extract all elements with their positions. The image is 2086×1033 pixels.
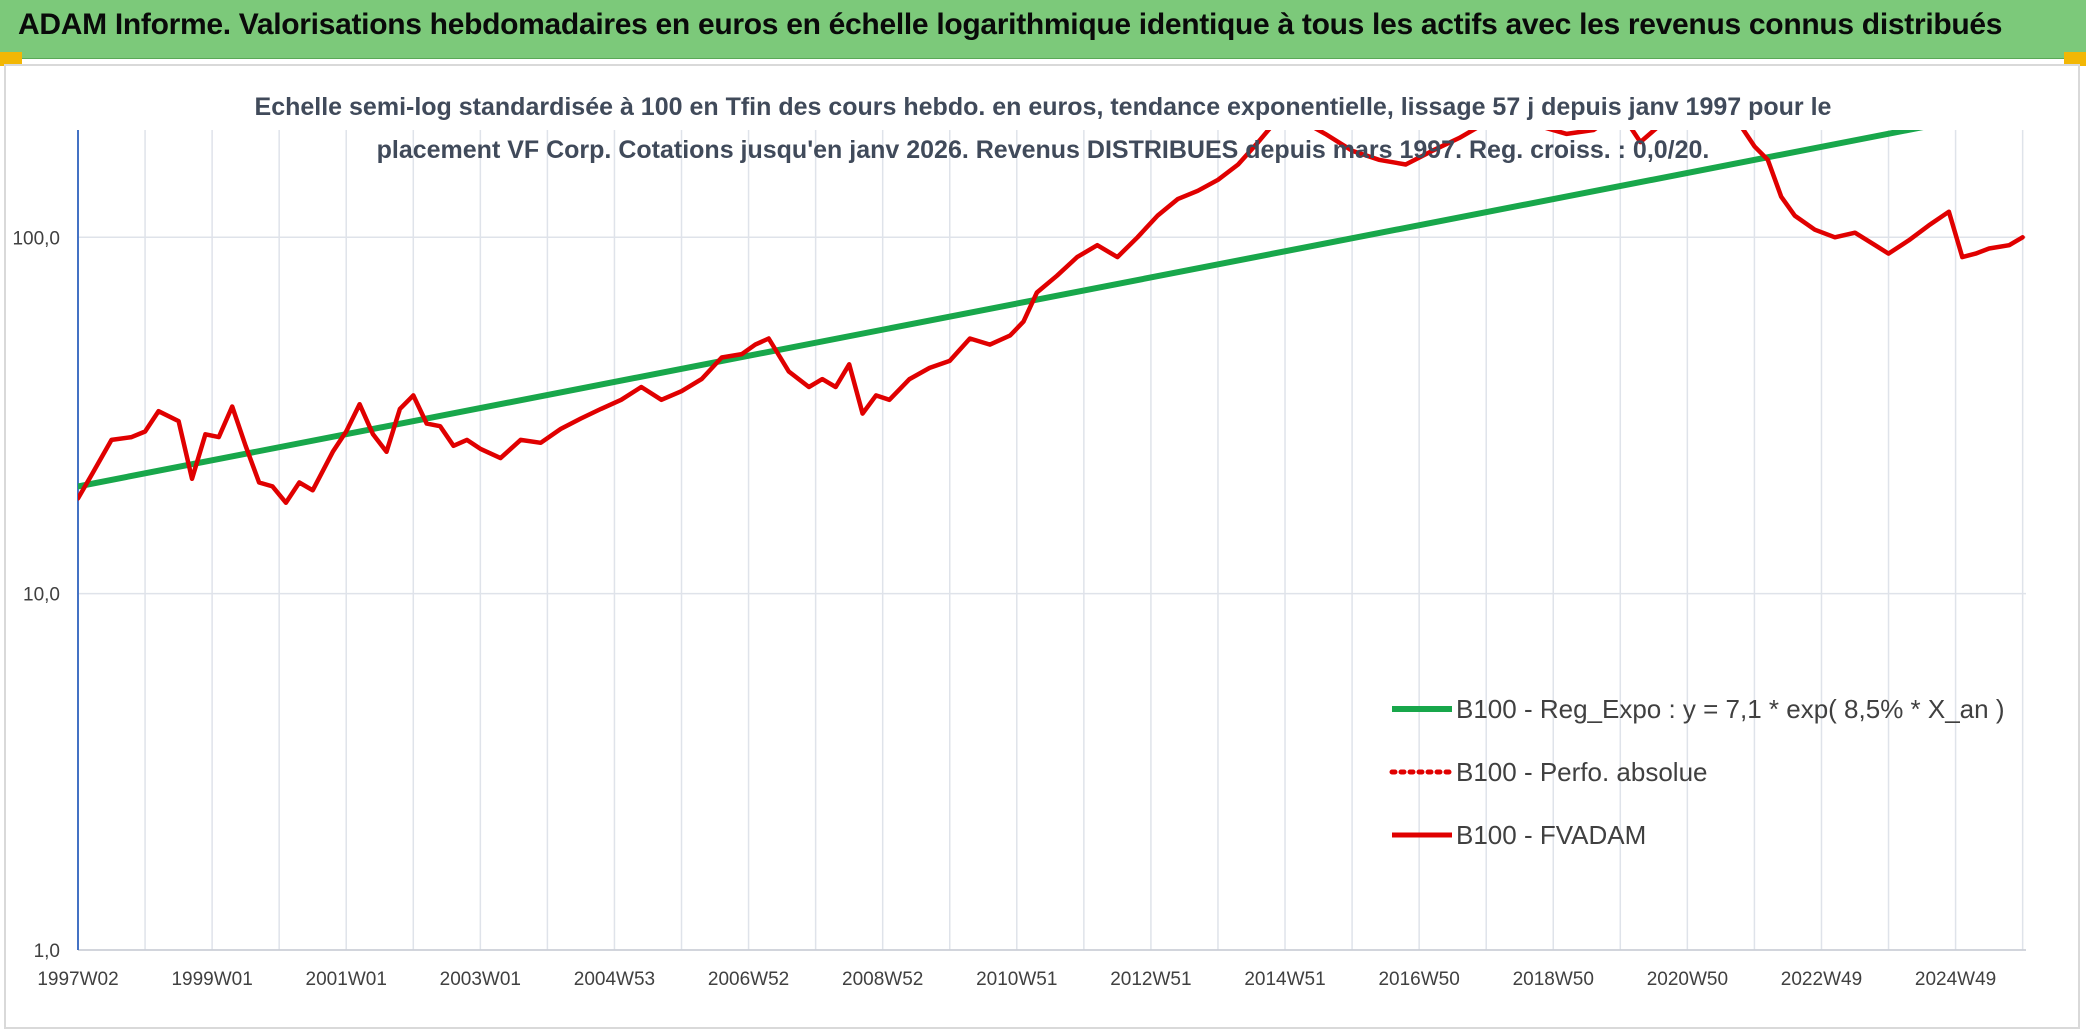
grid: 1,0 10,0 100,0 1997W02 1999W01 2001W01 2003W01…: [12, 130, 2026, 990]
x-tick-label: 2001W01: [306, 969, 387, 990]
corner-accent-right: [2064, 52, 2086, 66]
legend: B100 - Reg_Expo : y = 7,1 * exp( 8,5% * …: [1389, 694, 2005, 850]
chart-frame: [4, 64, 2080, 1029]
legend-label: B100 - Perfo. absolue: [1456, 757, 1708, 787]
y-tick-label: 100,0: [12, 228, 60, 249]
header-banner: ADAM Informe. Valorisations hebdomadaire…: [0, 0, 2086, 59]
x-tick-label: 2006W52: [708, 969, 789, 990]
x-tick-label: 2004W53: [574, 969, 655, 990]
chart-subtitle: Echelle semi-log standardisée à 100 en T…: [255, 93, 1832, 164]
x-tick-label: 2014W51: [1244, 969, 1325, 990]
legend-label: B100 - Reg_Expo : y = 7,1 * exp( 8,5% * …: [1456, 694, 2005, 724]
x-tick-label: 1997W02: [37, 969, 118, 990]
x-tick-label: 2016W50: [1378, 969, 1459, 990]
x-tick-label: 1999W01: [171, 969, 252, 990]
subtitle-line-2: placement VF Corp. Cotations jusqu'en ja…: [377, 136, 1710, 164]
y-tick-label: 1,0: [34, 941, 60, 962]
series: [78, 130, 2025, 505]
series-line-0: [78, 130, 1924, 490]
x-tick-label: 2020W50: [1647, 969, 1728, 990]
corner-accent-left: [0, 52, 22, 66]
x-tick-label: 2022W49: [1781, 969, 1862, 990]
page-title: ADAM Informe. Valorisations hebdomadaire…: [18, 8, 2003, 41]
legend-label: B100 - FVADAM: [1456, 820, 1646, 850]
x-tick-label: 2012W51: [1110, 969, 1191, 990]
x-tick-label: 2018W50: [1513, 969, 1594, 990]
x-tick-label: 2024W49: [1915, 969, 1996, 990]
subtitle-line-1: Echelle semi-log standardisée à 100 en T…: [255, 93, 1832, 121]
series-line-2: [78, 130, 2025, 505]
x-tick-label: 2008W52: [842, 969, 923, 990]
x-tick-label: 2010W51: [976, 969, 1057, 990]
y-tick-label: 10,0: [23, 585, 60, 606]
x-tick-label: 2003W01: [440, 969, 521, 990]
